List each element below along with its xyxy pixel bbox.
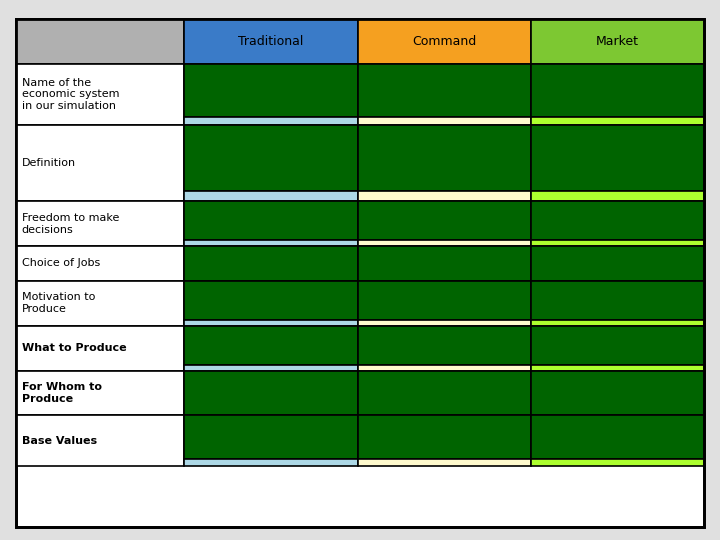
Text: What to Produce: What to Produce <box>22 343 126 353</box>
Bar <box>531 117 704 125</box>
Bar <box>358 240 531 246</box>
Bar <box>358 64 531 117</box>
Bar <box>16 64 184 125</box>
Bar <box>358 246 531 281</box>
Text: Definition: Definition <box>22 158 76 168</box>
Bar <box>358 117 531 125</box>
Bar <box>16 201 184 246</box>
Bar <box>184 364 358 370</box>
Bar <box>184 125 358 191</box>
Text: Base Values: Base Values <box>22 436 96 446</box>
Bar <box>531 281 704 320</box>
Text: Market: Market <box>596 35 639 48</box>
Bar <box>531 19 704 64</box>
Bar <box>16 19 184 64</box>
Bar <box>184 459 358 465</box>
Bar <box>531 364 704 370</box>
Text: Choice of Jobs: Choice of Jobs <box>22 259 100 268</box>
Bar <box>531 240 704 246</box>
Bar <box>531 370 704 415</box>
Bar <box>358 415 531 459</box>
Bar <box>184 320 358 326</box>
Bar <box>358 125 531 191</box>
Bar <box>531 320 704 326</box>
Text: Motivation to
Produce: Motivation to Produce <box>22 292 95 314</box>
Bar <box>531 459 704 465</box>
Bar <box>184 415 358 459</box>
Bar <box>358 201 531 240</box>
Bar <box>531 125 704 191</box>
Text: Command: Command <box>412 35 477 48</box>
Bar <box>531 201 704 240</box>
Bar <box>358 326 531 365</box>
Bar <box>358 19 531 64</box>
Text: Traditional: Traditional <box>238 35 304 48</box>
Bar <box>184 191 358 201</box>
Bar <box>531 326 704 365</box>
Bar <box>531 246 704 281</box>
Bar <box>358 370 531 415</box>
Bar <box>16 246 184 281</box>
Bar <box>16 125 184 201</box>
Bar <box>16 370 184 415</box>
Bar <box>16 415 184 465</box>
Bar <box>184 326 358 365</box>
Bar <box>531 64 704 117</box>
Bar <box>16 281 184 326</box>
Bar <box>184 246 358 281</box>
Bar <box>16 326 184 370</box>
Text: Freedom to make
decisions: Freedom to make decisions <box>22 213 119 234</box>
Bar <box>184 201 358 240</box>
Bar <box>358 364 531 370</box>
Bar <box>358 191 531 201</box>
Bar <box>358 459 531 465</box>
Bar <box>184 64 358 117</box>
Bar <box>358 281 531 320</box>
Bar <box>184 117 358 125</box>
Bar <box>184 370 358 415</box>
Text: Name of the
economic system
in our simulation: Name of the economic system in our simul… <box>22 78 119 111</box>
Bar <box>531 191 704 201</box>
Bar <box>184 19 358 64</box>
Bar <box>184 281 358 320</box>
Bar <box>358 320 531 326</box>
Bar <box>531 415 704 459</box>
Text: For Whom to
Produce: For Whom to Produce <box>22 382 102 404</box>
Bar <box>184 240 358 246</box>
